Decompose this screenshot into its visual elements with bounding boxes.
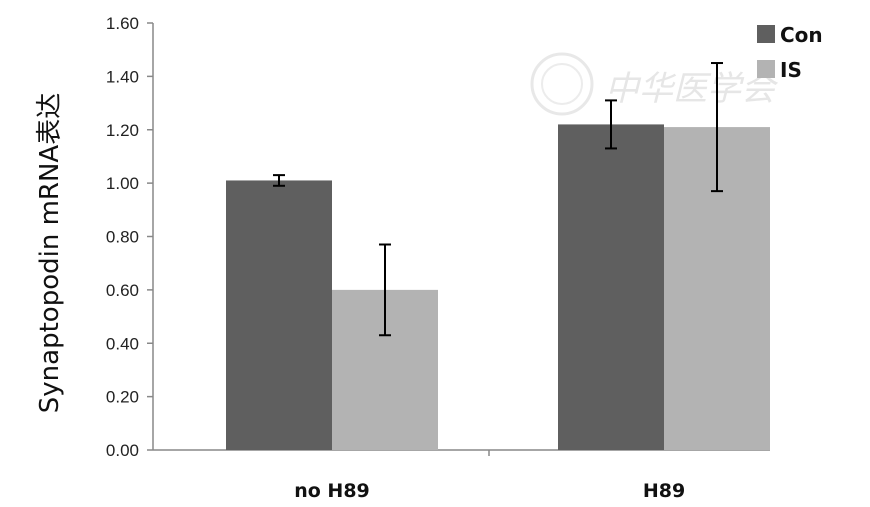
legend: Con IS — [757, 23, 823, 82]
x-tick-label: H89 — [643, 480, 685, 502]
y-tick-label: 1.60 — [106, 14, 139, 33]
y-tick-label: 0.60 — [106, 281, 139, 300]
watermark-text: 中华医学会 — [605, 69, 779, 109]
legend-label-is: IS — [780, 58, 802, 82]
y-tick-label: 1.00 — [106, 174, 139, 193]
bar-con — [558, 124, 664, 450]
watermark: 中华医学会 — [530, 52, 779, 116]
y-tick-label: 0.40 — [106, 334, 139, 353]
x-tick-label: no H89 — [294, 480, 370, 502]
y-tick-label: 1.20 — [106, 121, 139, 140]
y-axis-label: Synaptopodin mRNA表达 — [35, 93, 65, 413]
y-tick-label: 0.20 — [106, 388, 139, 407]
legend-swatch-con — [757, 25, 775, 43]
y-tick-label: 0.80 — [106, 228, 139, 247]
y-tick-label: 0.00 — [106, 441, 139, 460]
bar-con — [226, 180, 332, 451]
y-tick-label: 1.40 — [106, 67, 139, 86]
legend-swatch-is — [757, 60, 775, 78]
legend-label-con: Con — [780, 23, 823, 47]
